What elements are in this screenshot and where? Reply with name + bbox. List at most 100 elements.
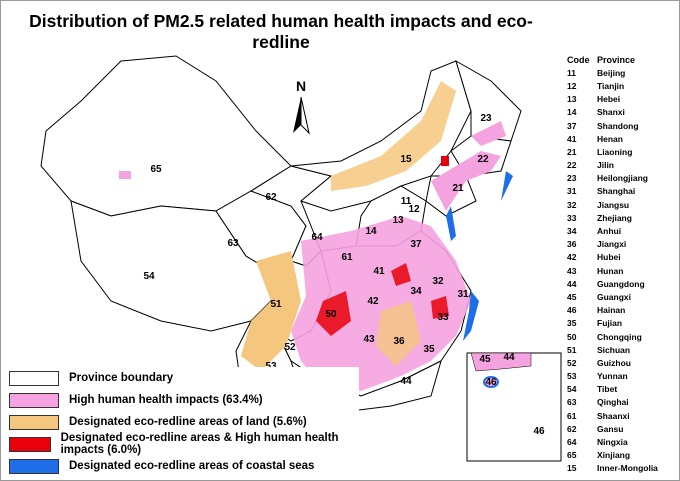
province-code: 43 [567,265,577,276]
eco-land-area-north [331,81,456,191]
table-row: 15 Inner-Mongolia [567,462,675,475]
table-row: 65 Xinjiang [567,449,675,462]
province-code: 13 [567,94,577,105]
table-row: 63 Qinghai [567,396,675,409]
legend-swatch [9,370,59,386]
province-labels: 6562635451535250454644434236353334313241… [143,113,492,436]
province-name: Guangdong [597,278,645,289]
province-code: 32 [567,199,577,210]
legend-swatch [9,458,59,474]
province-name: Hebei [597,94,621,105]
province-code: 52 [567,357,577,368]
impact-areas [119,81,513,391]
province-code: 21 [567,146,577,157]
high-health-area [291,216,471,391]
legend-item: High human health impacts (63.4%) [9,389,359,411]
province-code-label: 50 [325,309,337,320]
legend-item: Designated eco-redline areas of land (5.… [9,411,359,433]
province-name: Shandong [597,120,639,131]
coastal-area [446,171,513,341]
legend-item: Province boundary [9,367,359,389]
province-code-label: 41 [373,266,385,277]
province-code-label: 21 [452,183,464,194]
province-name: Fujian [597,318,623,329]
province-code: 42 [567,252,577,263]
province-code-label: 52 [284,342,296,353]
province-name: Guizhou [597,357,631,368]
province-code-label: 13 [392,215,404,226]
province-code: 22 [567,160,577,171]
table-header: Code Province [567,53,675,66]
map-title: Distribution of PM2.5 related human heal… [29,11,533,52]
province-name: Shaanxi [597,410,630,421]
province-name: Ningxia [597,437,628,448]
table-row: 50 Chongqing [567,330,675,343]
table-row: 34 Anhui [567,224,675,237]
province-code: 61 [567,410,577,421]
legend-label: Province boundary [69,372,174,384]
inset-code-label: 46 [533,426,545,437]
province-code-label: 42 [367,296,379,307]
province-code: 23 [567,173,577,184]
table-row: 32 Jiangsu [567,198,675,211]
table-row: 43 Hunan [567,264,675,277]
province-code: 53 [567,371,577,382]
eco-health-overlap-2 [391,263,411,286]
province-code-label: 54 [143,271,155,282]
inset-code-label: 44 [503,352,515,363]
table-row: 36 Jiangxi [567,238,675,251]
table-row: 22 Jilin [567,159,675,172]
province-name: Hainan [597,305,626,316]
table-row: 51 Sichuan [567,343,675,356]
province-name: Guangxi [597,291,632,302]
province-code-label: 14 [365,226,377,237]
province-name: Zhejiang [597,212,632,223]
legend-item: Designated eco-redline areas of coastal … [9,455,359,477]
province-code-label: 44 [400,376,412,387]
province-code: 45 [567,291,577,302]
province-code-label: 22 [477,154,489,165]
table-row: 31 Shanghai [567,185,675,198]
north-arrow-icon: N [293,78,310,135]
province-name: Hunan [597,265,624,276]
province-name: Shanghai [597,186,636,197]
province-code: 14 [567,107,577,118]
high-health-area-ne [431,151,501,211]
province-code-label: 51 [270,299,282,310]
legend-item: Designated eco-redline areas & High huma… [9,432,359,456]
province-code-label: 64 [311,232,323,243]
eco-land-area [241,251,301,371]
province-code-label: 37 [410,239,422,250]
legend: Province boundary High human health impac… [9,367,359,477]
table-row: 14 Shanxi [567,106,675,119]
province-code: 44 [567,278,577,289]
header-province: Province [597,54,636,65]
north-label: N [296,78,306,94]
province-name: Henan [597,133,623,144]
province-code-label: 53 [265,361,277,372]
province-code-label: 31 [457,289,469,300]
province-code-table: Code Province 11 Beijing 12 Tianjin 13 Hebei 1… [567,53,675,475]
province-code-label: 15 [400,154,412,165]
province-code-label: 32 [432,276,444,287]
province-code: 33 [567,212,577,223]
province-code: 54 [567,384,577,395]
table-row: 12 Tianjin [567,79,675,92]
table-row: 52 Guizhou [567,356,675,369]
legend-swatch [9,414,59,430]
table-row: 44 Guangdong [567,277,675,290]
high-health-area-xj [119,171,131,179]
province-code: 50 [567,331,577,342]
province-code-label: 65 [150,164,162,175]
table-row: 41 Henan [567,132,675,145]
province-code: 36 [567,239,577,250]
table-row: 53 Yunnan [567,370,675,383]
legend-label: Designated eco-redline areas of coastal … [69,460,315,472]
high-health-area-hlj [471,121,506,146]
province-code-label: 62 [265,192,277,203]
table-row: 33 Zhejiang [567,211,675,224]
province-code: 31 [567,186,577,197]
table-row: 21 Liaoning [567,145,675,158]
table-row: 46 Hainan [567,304,675,317]
